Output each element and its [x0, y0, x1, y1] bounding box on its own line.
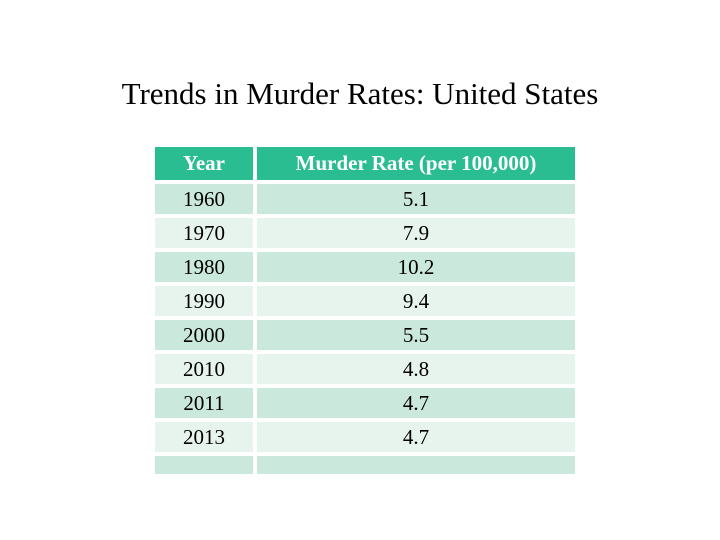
table-header-row: Year Murder Rate (per 100,000): [155, 147, 575, 180]
rate-cell-empty: [257, 456, 575, 474]
table-row: 1990 9.4: [155, 286, 575, 316]
table-row: 2013 4.7: [155, 422, 575, 452]
table-row: 2011 4.7: [155, 388, 575, 418]
year-cell: 2010: [155, 354, 253, 384]
year-cell: 2000: [155, 320, 253, 350]
column-header-murder-rate: Murder Rate (per 100,000): [257, 147, 575, 180]
rate-cell: 5.1: [257, 184, 575, 214]
year-cell: 1960: [155, 184, 253, 214]
column-header-year: Year: [155, 147, 253, 180]
rate-cell: 9.4: [257, 286, 575, 316]
year-cell: 2011: [155, 388, 253, 418]
year-cell: 1970: [155, 218, 253, 248]
rate-cell: 4.7: [257, 388, 575, 418]
slide-title: Trends in Murder Rates: United States: [121, 76, 599, 111]
rate-cell: 5.5: [257, 320, 575, 350]
rate-cell: 10.2: [257, 252, 575, 282]
year-cell: 2013: [155, 422, 253, 452]
table-row: 1960 5.1: [155, 184, 575, 214]
year-cell: 1990: [155, 286, 253, 316]
table-row-empty: [155, 456, 575, 474]
year-cell: 1980: [155, 252, 253, 282]
rate-cell: 4.8: [257, 354, 575, 384]
table-row: 2010 4.8: [155, 354, 575, 384]
table-row: 1970 7.9: [155, 218, 575, 248]
murder-rate-table: Year Murder Rate (per 100,000) 1960 5.1 …: [155, 147, 575, 474]
rate-cell: 4.7: [257, 422, 575, 452]
table-row: 2000 5.5: [155, 320, 575, 350]
year-cell-empty: [155, 456, 253, 474]
rate-cell: 7.9: [257, 218, 575, 248]
table-row: 1980 10.2: [155, 252, 575, 282]
